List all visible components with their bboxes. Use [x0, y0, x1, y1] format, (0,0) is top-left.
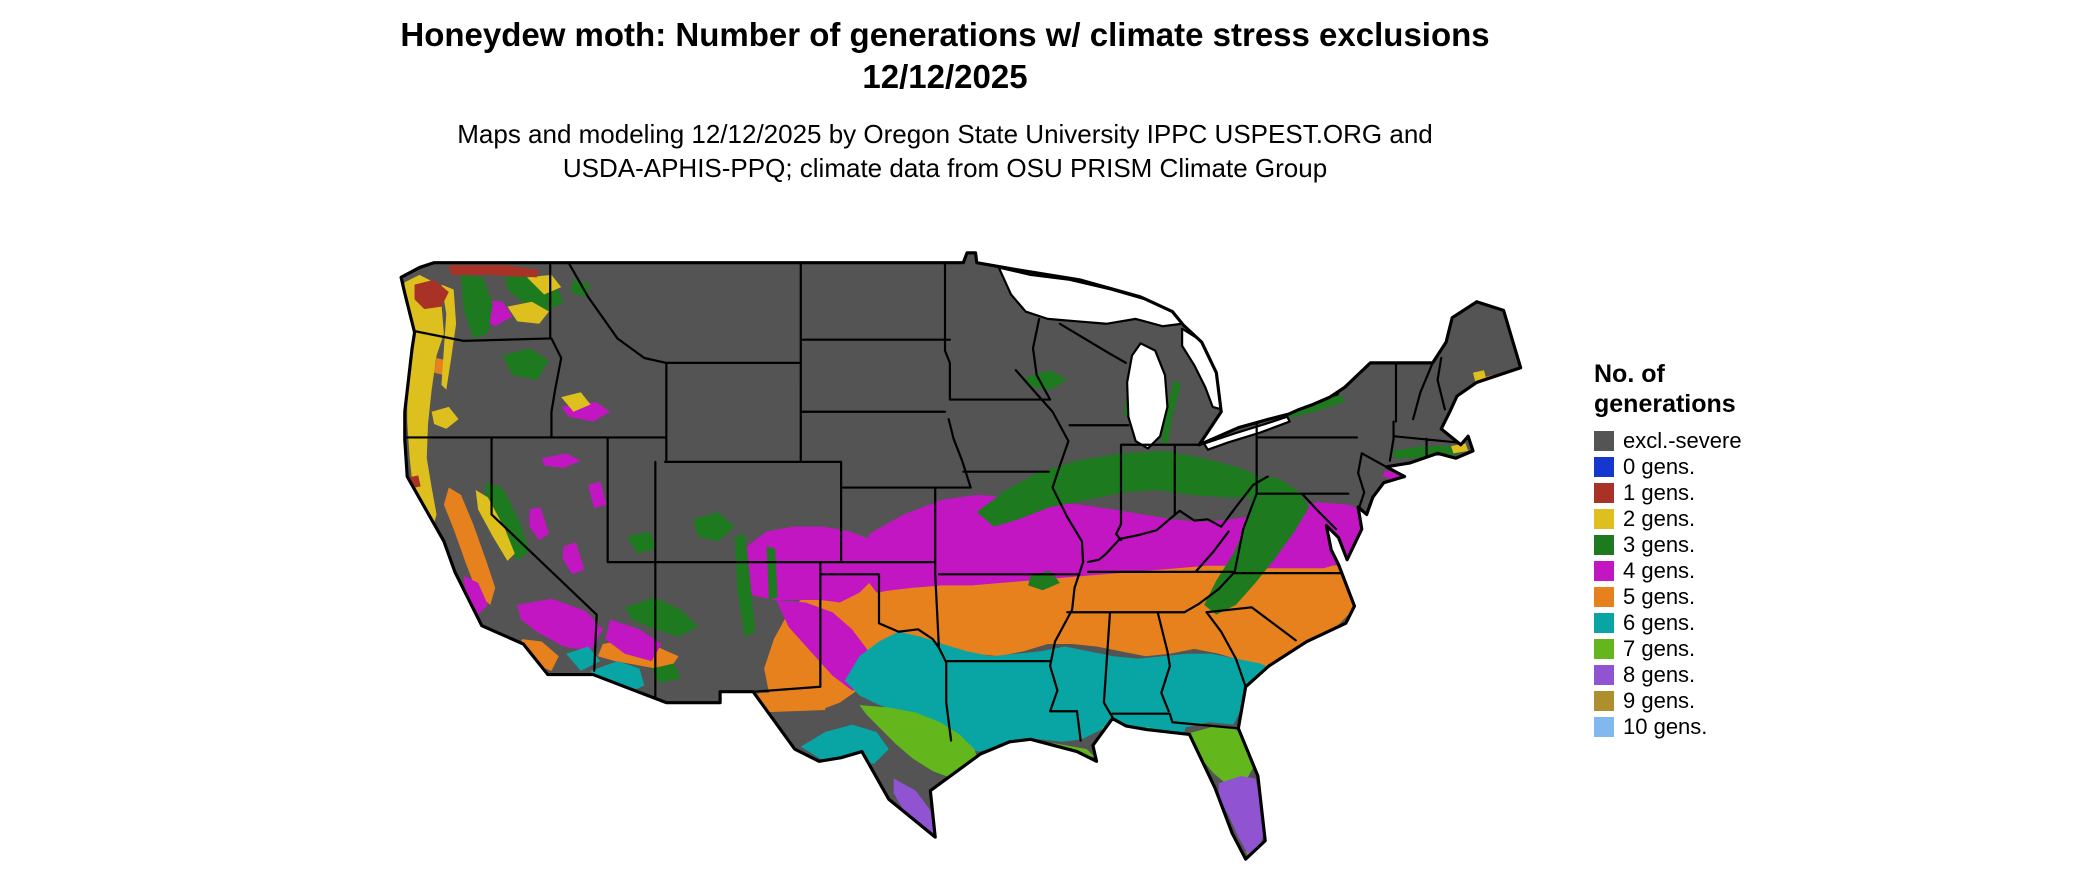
- legend-item: 10 gens.: [1594, 714, 1854, 739]
- legend-item: 7 gens.: [1594, 636, 1854, 661]
- legend-swatch: [1594, 483, 1614, 503]
- map-container: [335, 226, 1555, 886]
- lake-erie: [1203, 415, 1291, 451]
- map-date: 12/12/2025: [862, 58, 1028, 96]
- map-header: Honeydew moth: Number of generations w/ …: [245, 14, 1645, 186]
- legend-label: 10 gens.: [1623, 714, 1708, 739]
- legend-title-line1: No. of: [1594, 360, 1665, 388]
- legend-item: 3 gens.: [1594, 532, 1854, 557]
- legend-item: 0 gens.: [1594, 454, 1854, 479]
- lake-superior: [997, 266, 1184, 328]
- legend-item: 4 gens.: [1594, 558, 1854, 583]
- legend-swatch: [1594, 561, 1614, 581]
- legend-label: 2 gens.: [1623, 506, 1696, 531]
- legend-swatch: [1594, 665, 1614, 685]
- legend-swatch: [1594, 587, 1614, 607]
- legend-item: excl.-severe: [1594, 428, 1854, 453]
- legend-label: 3 gens.: [1623, 532, 1696, 557]
- state-borders: [404, 261, 1457, 742]
- legend: No. of generations excl.-severe 0 gens. 1 …: [1594, 360, 1854, 743]
- great-lakes-water: [997, 266, 1343, 451]
- legend-label: 0 gens.: [1623, 454, 1696, 479]
- legend-title-line2: generations: [1594, 389, 1736, 418]
- legend-item: 9 gens.: [1594, 688, 1854, 713]
- map-fill-layers: [401, 252, 1521, 860]
- legend-label: 9 gens.: [1623, 688, 1696, 713]
- legend-item: 5 gens.: [1594, 584, 1854, 609]
- map-credit-line2: USDA-APHIS-PPQ; climate data from OSU PR…: [562, 153, 1328, 184]
- legend-swatch: [1594, 509, 1614, 529]
- legend-item: 6 gens.: [1594, 610, 1854, 635]
- legend-items: excl.-severe 0 gens. 1 gens. 2 gens. 3 gens.…: [1594, 428, 1854, 739]
- legend-swatch: [1594, 457, 1614, 477]
- legend-label: 4 gens.: [1623, 558, 1696, 583]
- legend-label: 5 gens.: [1623, 584, 1696, 609]
- legend-item: 2 gens.: [1594, 506, 1854, 531]
- map-credit: Maps and modeling 12/12/2025 by Oregon S…: [245, 118, 1645, 186]
- us-outline: [399, 251, 1523, 861]
- legend-label: excl.-severe: [1623, 428, 1742, 453]
- legend-swatch: [1594, 613, 1614, 633]
- legend-swatch: [1594, 431, 1614, 451]
- legend-label: 7 gens.: [1623, 636, 1696, 661]
- legend-item: 1 gens.: [1594, 480, 1854, 505]
- map-layer-8-gens: [893, 776, 1266, 855]
- legend-label: 6 gens.: [1623, 610, 1696, 635]
- lake-michigan: [1126, 342, 1169, 450]
- legend-label: 8 gens.: [1623, 662, 1696, 687]
- map-title: Honeydew moth: Number of generations w/ …: [400, 16, 1490, 53]
- map-credit-line1: Maps and modeling 12/12/2025 by Oregon S…: [457, 119, 1433, 150]
- legend-label: 1 gens.: [1623, 480, 1696, 505]
- legend-swatch: [1594, 639, 1614, 659]
- legend-title: No. of generations: [1594, 360, 1854, 419]
- map-layer-1-gens: [407, 265, 540, 489]
- legend-item: 8 gens.: [1594, 662, 1854, 687]
- legend-swatch: [1594, 535, 1614, 555]
- legend-swatch: [1594, 691, 1614, 711]
- us-generations-map: [399, 251, 1523, 861]
- legend-swatch: [1594, 717, 1614, 737]
